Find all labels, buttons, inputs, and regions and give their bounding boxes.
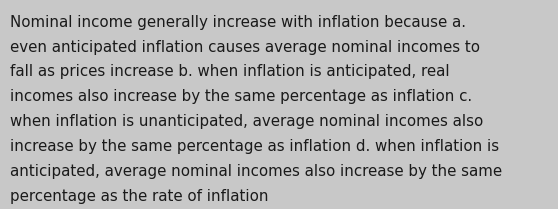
Text: Nominal income generally increase with inflation because a.: Nominal income generally increase with i…: [10, 15, 466, 30]
Text: incomes also increase by the same percentage as inflation c.: incomes also increase by the same percen…: [10, 89, 472, 104]
Text: even anticipated inflation causes average nominal incomes to: even anticipated inflation causes averag…: [10, 40, 480, 55]
Text: percentage as the rate of inflation: percentage as the rate of inflation: [10, 189, 268, 204]
Text: when inflation is unanticipated, average nominal incomes also: when inflation is unanticipated, average…: [10, 114, 483, 129]
Text: anticipated, average nominal incomes also increase by the same: anticipated, average nominal incomes als…: [10, 164, 502, 179]
Text: increase by the same percentage as inflation d. when inflation is: increase by the same percentage as infla…: [10, 139, 499, 154]
Text: fall as prices increase b. when inflation is anticipated, real: fall as prices increase b. when inflatio…: [10, 64, 450, 79]
